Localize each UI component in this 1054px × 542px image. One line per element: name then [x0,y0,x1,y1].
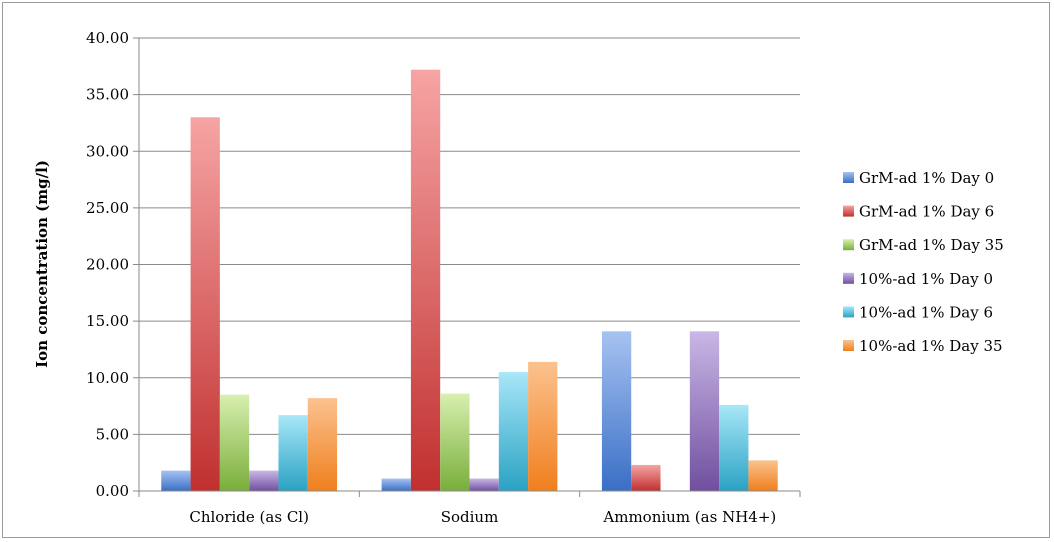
x-category-label: Chloride (as Cl) [189,508,309,526]
y-tick-label: 5.00 [96,425,129,443]
bar [601,331,632,491]
bar [219,394,250,491]
y-tick-label: 30.00 [86,142,129,160]
legend-label: GrM-ad 1% Day 35 [859,236,1004,254]
y-tick-label: 20.00 [86,256,129,274]
y-tick-label: 25.00 [86,199,129,217]
axes [138,38,801,497]
legend-swatch [843,239,854,251]
bars [161,69,778,492]
bar [410,69,441,492]
bar [381,478,411,491]
y-tick-labels: 0.00 5.00 10.00 15.00 20.00 25.00 30.00 35.00 40… [86,29,129,500]
legend-label: 10%-ad 1% Day 6 [859,303,993,321]
y-tick-label: 35.00 [86,86,129,104]
y-tick-label: 40.00 [86,29,129,47]
x-category-label: Sodium [441,508,499,526]
bar [748,460,778,491]
legend-label: GrM-ad 1% Day 0 [859,169,994,187]
legend-swatch [843,205,854,217]
legend-swatch [843,272,854,284]
bar [190,117,220,491]
legend: GrM-ad 1% Day 0 GrM-ad 1% Day 6 GrM-ad 1% … [843,169,1004,355]
bar [528,361,558,491]
bar [440,393,470,491]
bar [307,398,338,491]
y-tick-label: 10.00 [86,369,129,387]
legend-swatch [843,340,854,351]
x-category-label: Ammonium (as NH4+) [602,508,776,526]
bar [498,372,529,491]
bar [249,470,279,491]
legend-label: 10%-ad 1% Day 0 [859,270,993,288]
legend-swatch [843,306,854,318]
legend-swatch [843,172,854,183]
y-tick-label: 15.00 [86,312,129,330]
x-category-labels: Chloride (as Cl) Sodium Ammonium (as NH4+) [189,508,776,526]
bar [719,404,749,491]
bar [278,415,308,491]
legend-label: 10%-ad 1% Day 35 [859,337,1003,355]
legend-label: GrM-ad 1% Day 6 [859,203,994,221]
bar [161,470,191,491]
y-tick-label: 0.00 [96,482,129,500]
y-axis-title: Ion concentration (mg/l) [33,160,51,368]
bar [689,331,720,491]
bar [631,464,661,491]
bar [469,478,499,491]
